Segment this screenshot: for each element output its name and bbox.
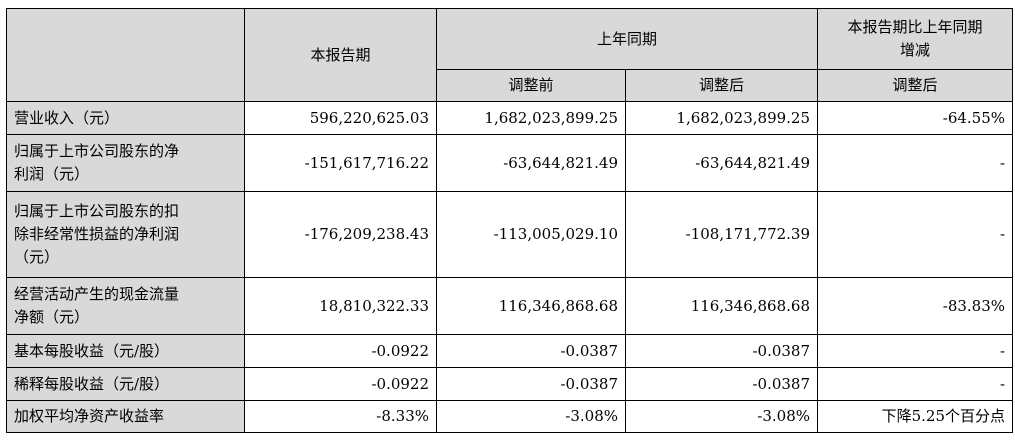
cell-after: 1,682,023,899.25 xyxy=(624,101,819,135)
row-label: 加权平均净资产收益率 xyxy=(6,400,245,433)
table-body: 营业收入（元） 596,220,625.03 1,682,023,899.25 … xyxy=(6,101,1014,433)
cell-change: - xyxy=(817,334,1014,368)
cell-before: -63,644,821.49 xyxy=(436,134,626,192)
header-after-adjustment: 调整后 xyxy=(624,69,819,102)
row-label-line: 稀释每股收益（元/股） xyxy=(14,374,170,393)
header-corner-cell xyxy=(6,8,245,102)
cell-after: -0.0387 xyxy=(624,367,819,401)
row-label: 稀释每股收益（元/股） xyxy=(6,367,245,401)
row-label-line: 净额（元） xyxy=(14,308,90,326)
cell-before: -3.08% xyxy=(436,400,626,433)
row-label-line: 归属于上市公司股东的净 xyxy=(14,142,180,160)
cell-after: 116,346,868.68 xyxy=(624,277,819,335)
cell-current: -0.0922 xyxy=(244,367,437,401)
cell-before: -0.0387 xyxy=(436,334,626,368)
header-change-after-adjustment: 调整后 xyxy=(817,69,1014,102)
row-label: 基本每股收益（元/股） xyxy=(6,334,245,368)
cell-change: -83.83% xyxy=(817,277,1014,335)
cell-change: -64.55% xyxy=(817,101,1014,135)
row-label: 营业收入（元） xyxy=(6,101,245,135)
table-row: 归属于上市公司股东的扣 除非经常性损益的净利润 （元） -176,209,238… xyxy=(6,191,1014,278)
cell-current: -0.0922 xyxy=(244,334,437,368)
financial-data-table: 本报告期 上年同期 本报告期比上年同期 增减 调整前 调整后 调整后 营业收入（… xyxy=(6,8,1014,433)
cell-before: 116,346,868.68 xyxy=(436,277,626,335)
cell-current: -151,617,716.22 xyxy=(244,134,437,192)
table-row: 经营活动产生的现金流量 净额（元） 18,810,322.33 116,346,… xyxy=(6,277,1014,335)
header-prior-year-period: 上年同期 xyxy=(435,8,819,70)
cell-before: -113,005,029.10 xyxy=(436,191,626,278)
cell-after: -0.0387 xyxy=(624,334,819,368)
table-row: 稀释每股收益（元/股） -0.0922 -0.0387 -0.0387 - xyxy=(6,367,1014,401)
cell-after: -108,171,772.39 xyxy=(624,191,819,278)
cell-change: 下降5.25个百分点 xyxy=(817,400,1014,433)
cell-change: - xyxy=(817,134,1014,192)
cell-current: -8.33% xyxy=(244,400,437,433)
row-label-line: 归属于上市公司股东的扣 xyxy=(14,202,180,220)
cell-after: -3.08% xyxy=(624,400,819,433)
cell-current: 596,220,625.03 xyxy=(244,101,437,135)
cell-current: -176,209,238.43 xyxy=(244,191,437,278)
row-label-line: 加权平均净资产收益率 xyxy=(14,407,165,425)
row-label-line: 基本每股收益（元/股） xyxy=(14,341,170,360)
row-label-line: 利润（元） xyxy=(14,165,90,183)
cell-before: 1,682,023,899.25 xyxy=(436,101,626,135)
row-label-line: 经营活动产生的现金流量 xyxy=(14,285,180,303)
table-row: 营业收入（元） 596,220,625.03 1,682,023,899.25 … xyxy=(6,101,1014,135)
cell-before: -0.0387 xyxy=(436,367,626,401)
table-header: 本报告期 上年同期 本报告期比上年同期 增减 调整前 调整后 调整后 xyxy=(6,8,1014,102)
row-label-line: 除非经常性损益的净利润 xyxy=(14,225,180,243)
table-row: 基本每股收益（元/股） -0.0922 -0.0387 -0.0387 - xyxy=(6,334,1014,368)
cell-after: -63,644,821.49 xyxy=(624,134,819,192)
row-label: 归属于上市公司股东的扣 除非经常性损益的净利润 （元） xyxy=(6,191,245,278)
header-change-line1: 本报告期比上年同期 xyxy=(847,18,983,36)
cell-change: - xyxy=(817,191,1014,278)
row-label: 经营活动产生的现金流量 净额（元） xyxy=(6,277,245,335)
cell-change: - xyxy=(817,367,1014,401)
header-change: 本报告期比上年同期 增减 xyxy=(817,8,1014,70)
header-change-line2: 增减 xyxy=(900,41,931,59)
cell-current: 18,810,322.33 xyxy=(244,277,437,335)
row-label-line: 营业收入（元） xyxy=(14,108,120,127)
row-label: 归属于上市公司股东的净 利润（元） xyxy=(6,134,245,192)
table-row: 归属于上市公司股东的净 利润（元） -151,617,716.22 -63,64… xyxy=(6,134,1014,192)
header-current-period: 本报告期 xyxy=(244,8,437,102)
row-label-line: （元） xyxy=(14,248,60,266)
header-before-adjustment: 调整前 xyxy=(436,69,626,102)
table-row: 加权平均净资产收益率 -8.33% -3.08% -3.08% 下降5.25个百… xyxy=(6,400,1014,433)
